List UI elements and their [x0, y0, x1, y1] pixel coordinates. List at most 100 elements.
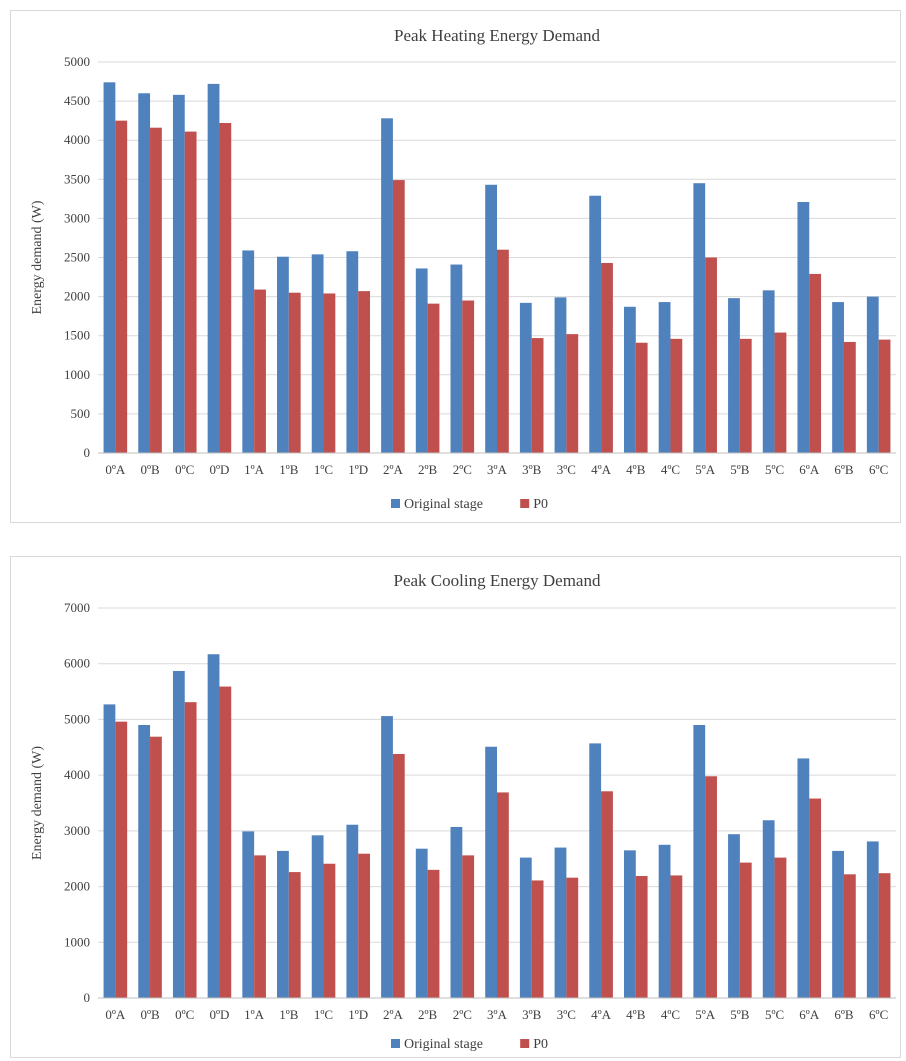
bar-original-stage	[415, 268, 428, 453]
bar-original-stage	[450, 826, 463, 998]
bar-original-stage	[832, 302, 844, 453]
bar-original-stage	[138, 93, 151, 453]
bar-p0	[705, 257, 717, 453]
x-tick-label: 5ºA	[695, 1007, 716, 1022]
bar-original-stage	[485, 746, 497, 998]
bar-p0	[497, 249, 509, 453]
x-tick-label: 6ºC	[869, 462, 888, 477]
x-tick-label: 5ºC	[765, 1007, 784, 1022]
x-tick-label: 0ºA	[105, 1007, 126, 1022]
bar-original-stage	[277, 256, 289, 453]
bar-original-stage	[381, 716, 393, 998]
bar-original-stage	[693, 183, 706, 453]
legend-swatch	[391, 1039, 400, 1048]
x-tick-label: 2ºC	[453, 1007, 472, 1022]
bar-p0	[670, 875, 683, 998]
heating-chart: Peak Heating Energy Demand 0 500 1000 1500 20…	[30, 26, 896, 512]
bar-original-stage	[138, 725, 151, 998]
bar-p0	[392, 753, 405, 998]
bar-p0	[358, 853, 371, 998]
bar-original-stage	[623, 306, 636, 453]
bar-original-stage	[415, 848, 428, 998]
x-tick-label: 4ºB	[626, 1007, 646, 1022]
bar-p0	[219, 686, 232, 998]
y-tick-label: 2000	[64, 879, 90, 894]
bar-p0	[531, 338, 544, 453]
cooling-chart: Peak Cooling Energy Demand 0 1000 2000 3000 4…	[30, 571, 896, 1052]
bar-p0	[462, 300, 475, 453]
y-tick-label: 5000	[64, 711, 90, 726]
bar-original-stage	[762, 290, 775, 453]
bar-p0	[566, 877, 579, 998]
bar-original-stage	[519, 302, 532, 453]
y-tick-label: 0	[84, 990, 91, 1005]
bar-original-stage	[554, 297, 567, 453]
bar-original-stage	[242, 831, 255, 998]
bar-original-stage	[207, 654, 220, 998]
x-tick-label: 3ºA	[487, 1007, 508, 1022]
x-tick-label: 4ºC	[661, 1007, 680, 1022]
x-tick-label: 6ºA	[799, 1007, 820, 1022]
legend-swatch	[391, 499, 400, 508]
x-tick-label: 1ºD	[348, 462, 368, 477]
bar-p0	[115, 721, 128, 998]
bar-original-stage	[866, 296, 879, 453]
bar-p0	[150, 736, 162, 998]
cooling-chart-panel: Peak Cooling Energy Demand 0 1000 2000 3000 4…	[10, 556, 901, 1058]
y-tick-label: 1500	[64, 328, 90, 343]
bar-original-stage	[589, 195, 602, 453]
bar-p0	[115, 120, 128, 454]
bar-original-stage	[658, 302, 671, 453]
bar-p0	[184, 131, 197, 453]
x-tick-label: 2ºA	[383, 1007, 404, 1022]
x-tick-label: 3ºA	[487, 462, 508, 477]
x-tick-label: 0ºB	[140, 1007, 160, 1022]
y-tick-label: 6000	[64, 656, 90, 671]
bar-p0	[705, 776, 717, 998]
bar-p0	[670, 338, 683, 453]
y-tick-label: 4500	[64, 93, 90, 108]
x-tick-label: 1ºC	[314, 462, 333, 477]
bar-original-stage	[485, 184, 497, 453]
x-tick-label: 1ºB	[279, 1007, 299, 1022]
bar-p0	[809, 798, 822, 998]
x-tick-label: 5ºB	[730, 1007, 750, 1022]
x-tick-label: 3ºC	[557, 1007, 576, 1022]
y-tick-label: 3000	[64, 823, 90, 838]
bar-p0	[843, 874, 856, 998]
bar-original-stage	[103, 704, 116, 998]
bar-original-stage	[554, 847, 567, 998]
bar-p0	[219, 123, 232, 453]
legend-label: P0	[533, 1037, 548, 1052]
legend-swatch	[520, 499, 530, 508]
x-tick-label: 6ºC	[869, 1007, 888, 1022]
x-tick-label: 1ºA	[244, 462, 265, 477]
bar-p0	[601, 791, 613, 998]
x-tick-label: 4ºB	[626, 462, 646, 477]
bar-original-stage	[762, 820, 775, 998]
x-tick-label: 5ºC	[765, 462, 784, 477]
bar-p0	[774, 857, 787, 998]
bar-p0	[566, 334, 579, 453]
x-tick-label: 1ºB	[279, 462, 299, 477]
x-tick-label: 5ºA	[695, 462, 716, 477]
bar-original-stage	[693, 725, 706, 998]
legend: Original stage P0	[391, 497, 548, 512]
bar-original-stage	[172, 94, 185, 453]
bar-original-stage	[311, 254, 324, 453]
x-tick-label: 2ºB	[418, 1007, 438, 1022]
y-tick-label: 2000	[64, 289, 90, 304]
x-tick-label: 2ºB	[418, 462, 438, 477]
x-tick-label: 4ºA	[591, 462, 612, 477]
bar-p0	[739, 862, 752, 998]
y-axis-title: Energy demand (W)	[30, 746, 45, 860]
x-tick-label: 6ºB	[834, 1007, 854, 1022]
x-tick-label: 3ºB	[522, 1007, 542, 1022]
x-tick-label: 3ºC	[557, 462, 576, 477]
x-tick-label: 0ºC	[175, 462, 194, 477]
bar-original-stage	[207, 83, 220, 454]
x-tick-label: 3ºB	[522, 462, 542, 477]
y-tick-label: 2500	[64, 250, 90, 265]
x-tick-label: 2ºC	[453, 462, 472, 477]
bar-p0	[601, 262, 613, 453]
